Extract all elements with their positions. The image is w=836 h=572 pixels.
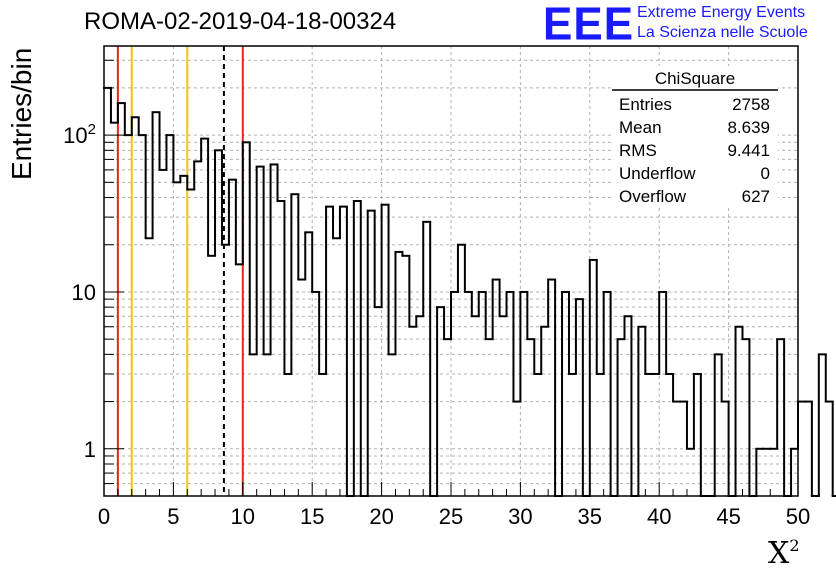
stats-row-value: 0 [761,164,770,183]
stats-box-title: ChiSquare [655,69,735,88]
logo-tagline-2: La Scienza nelle Scuole [637,24,808,41]
eee-logo-mark: EEE [543,0,635,51]
x-tick-label: 10 [231,504,255,529]
y-tick-label-base: 10 [63,123,87,148]
x-tick-label: 5 [167,504,179,529]
stats-row-label: Mean [619,118,662,137]
logo-tagline-1: Extreme Energy Events [637,4,806,21]
stats-row-label: Entries [619,95,672,114]
y-tick-label-base: 10 [72,280,96,305]
stats-row-value: 9.441 [727,141,770,160]
y-tick-label: 102 [63,121,96,148]
x-axis-label: X2 [768,536,800,571]
run-title: ROMA-02-2019-04-18-00324 [84,8,397,35]
x-tick-label: 40 [647,504,671,529]
y-tick-label-exp: 2 [88,121,96,138]
x-axis-label-sup: 2 [789,536,800,555]
x-axis-label-base: X [768,536,790,571]
stats-row-value: 627 [742,187,770,206]
x-tick-label: 35 [578,504,602,529]
y-tick-label-base: 1 [84,437,96,462]
stats-row-label: Underflow [619,164,696,183]
x-tick-label: 0 [98,504,110,529]
stats-row-label: RMS [619,141,657,160]
y-tick-label: 10 [72,280,96,305]
y-tick-label: 1 [84,437,96,462]
x-tick-label: 45 [716,504,740,529]
x-tick-label: 50 [786,504,810,529]
stats-row-value: 2758 [732,95,770,114]
x-tick-label: 20 [369,504,393,529]
stats-row-value: 8.639 [727,118,770,137]
x-tick-label: 30 [508,504,532,529]
x-tick-label: 15 [300,504,324,529]
x-tick-label: 25 [439,504,463,529]
stats-row-label: Overflow [619,187,687,206]
